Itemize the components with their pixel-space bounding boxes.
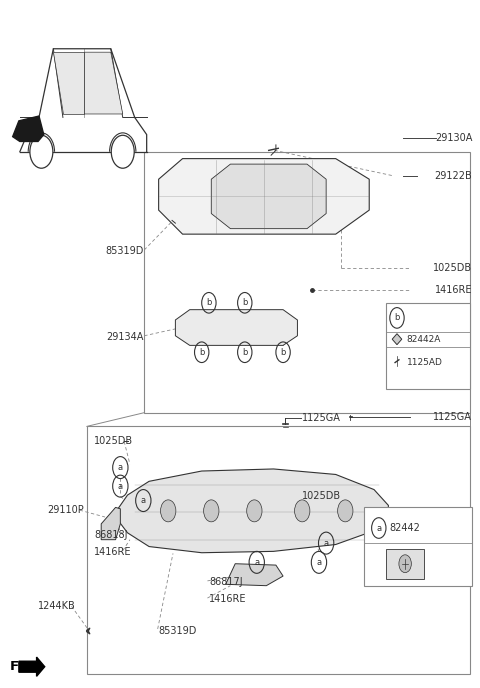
Text: 29122B: 29122B [434, 171, 472, 181]
Bar [386, 303, 470, 389]
Text: a: a [324, 539, 329, 548]
Polygon shape [392, 334, 402, 345]
Text: b: b [394, 314, 400, 323]
Text: b: b [199, 347, 204, 357]
Text: 1025DB: 1025DB [94, 436, 133, 447]
Text: b: b [242, 347, 248, 357]
Text: 29130A: 29130A [435, 133, 472, 143]
Text: 1025DB: 1025DB [433, 264, 472, 273]
Text: b: b [280, 347, 286, 357]
Text: 82442A: 82442A [407, 334, 441, 344]
Bar [144, 152, 470, 413]
Text: 1416RE: 1416RE [434, 286, 472, 295]
Circle shape [30, 136, 53, 169]
Text: 86817J: 86817J [209, 577, 242, 588]
Text: 1244KB: 1244KB [38, 601, 76, 611]
Bar [364, 507, 472, 585]
Polygon shape [84, 52, 123, 114]
Polygon shape [101, 508, 120, 539]
Polygon shape [211, 164, 326, 228]
Text: 1125AD: 1125AD [407, 358, 443, 367]
Circle shape [111, 136, 134, 169]
Circle shape [247, 500, 262, 522]
Text: 1125GA: 1125GA [433, 413, 472, 422]
Text: 85319D: 85319D [105, 246, 144, 257]
Text: b: b [242, 299, 248, 308]
Text: 82442: 82442 [389, 523, 420, 533]
Text: a: a [254, 558, 259, 567]
Text: 29134A: 29134A [106, 332, 144, 342]
Circle shape [204, 500, 219, 522]
Polygon shape [175, 310, 298, 345]
Bar [87, 427, 470, 674]
Text: 29110P: 29110P [48, 505, 84, 515]
Text: 1025DB: 1025DB [302, 491, 341, 502]
Polygon shape [116, 469, 388, 552]
Text: a: a [118, 482, 123, 491]
Circle shape [160, 500, 176, 522]
Text: 86818J: 86818J [94, 530, 128, 540]
Circle shape [399, 555, 411, 572]
Text: 85319D: 85319D [158, 626, 197, 636]
Circle shape [337, 500, 353, 522]
Text: 1416RE: 1416RE [209, 594, 246, 605]
Polygon shape [226, 563, 283, 585]
Polygon shape [53, 52, 84, 114]
Bar [386, 548, 424, 579]
Text: a: a [376, 524, 381, 533]
Polygon shape [158, 159, 369, 234]
Polygon shape [19, 657, 45, 676]
Circle shape [295, 500, 310, 522]
Text: a: a [316, 558, 322, 567]
Text: 1416RE: 1416RE [94, 547, 132, 557]
Text: b: b [206, 299, 212, 308]
Polygon shape [12, 116, 44, 142]
Text: a: a [118, 463, 123, 472]
Text: a: a [141, 496, 146, 505]
Text: FR.: FR. [9, 660, 34, 673]
Text: 1125GA: 1125GA [302, 413, 341, 423]
